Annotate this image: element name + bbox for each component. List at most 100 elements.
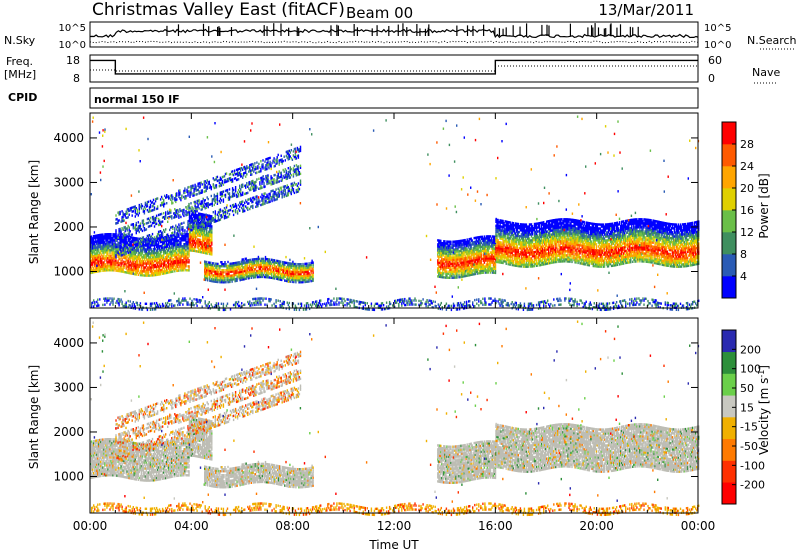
power-cell bbox=[143, 236, 144, 238]
power-cell bbox=[291, 168, 292, 170]
power-cell bbox=[258, 163, 259, 165]
power-cell bbox=[126, 253, 127, 255]
power-cell bbox=[220, 208, 221, 210]
power-cell bbox=[132, 233, 133, 235]
power-cell bbox=[215, 210, 216, 212]
nave-label: Nave bbox=[752, 66, 780, 79]
power-cell bbox=[247, 207, 248, 209]
power-cell bbox=[198, 199, 199, 201]
power-cell bbox=[216, 184, 217, 186]
power-cell bbox=[137, 209, 138, 211]
cpid-panel: CPID normal 150 IF bbox=[8, 88, 698, 108]
power-cell bbox=[290, 151, 291, 153]
power-cell bbox=[133, 223, 134, 225]
power-cell bbox=[256, 178, 257, 180]
power-cell bbox=[119, 211, 120, 213]
power-cell bbox=[218, 215, 219, 217]
power-cell bbox=[202, 189, 203, 191]
power-cell bbox=[174, 227, 175, 229]
power-cell bbox=[269, 157, 270, 159]
power-cell bbox=[300, 173, 301, 175]
power-cell bbox=[259, 181, 260, 183]
power-cell bbox=[254, 162, 255, 164]
power-cell bbox=[242, 192, 243, 194]
power-cell bbox=[268, 167, 269, 169]
power-cell bbox=[232, 170, 233, 172]
power-cell bbox=[193, 220, 194, 222]
power-cell bbox=[186, 231, 187, 233]
power-cell bbox=[269, 161, 270, 163]
power-cell bbox=[126, 217, 127, 219]
power-cell bbox=[121, 254, 122, 256]
power-cell bbox=[269, 258, 270, 260]
power-cell bbox=[233, 189, 234, 191]
power-cell bbox=[225, 194, 226, 196]
power-cell bbox=[246, 182, 247, 184]
nsearch-tick-top: 10^5 bbox=[704, 23, 731, 34]
power-cell bbox=[239, 206, 240, 208]
power-cell bbox=[211, 195, 212, 197]
power-cell bbox=[238, 178, 239, 180]
power-cell bbox=[232, 178, 233, 180]
power-cell bbox=[260, 168, 261, 170]
power-cell bbox=[262, 159, 263, 161]
power-cell bbox=[152, 233, 153, 235]
power-cell bbox=[121, 233, 122, 235]
power-cell bbox=[136, 222, 137, 224]
power-cell bbox=[210, 216, 211, 218]
beam-label: Beam 00 bbox=[346, 4, 413, 22]
power-cell bbox=[123, 219, 124, 221]
power-cell bbox=[273, 178, 274, 180]
power-cell bbox=[226, 172, 227, 174]
power-cell bbox=[154, 202, 155, 204]
power-cell bbox=[176, 198, 177, 200]
power-cell bbox=[300, 180, 301, 182]
power-cell bbox=[211, 215, 212, 217]
power-cell bbox=[188, 186, 189, 188]
power-cell bbox=[264, 192, 265, 194]
power-cell bbox=[293, 184, 294, 186]
power-cell bbox=[300, 146, 301, 148]
nsky-trace bbox=[90, 30, 698, 38]
nsky-tick-top: 10^5 bbox=[59, 23, 86, 34]
power-cells bbox=[90, 116, 699, 312]
power-cell bbox=[154, 206, 155, 208]
power-cell bbox=[233, 214, 234, 216]
power-cell bbox=[245, 176, 246, 178]
power-cell bbox=[264, 185, 265, 187]
power-cell bbox=[221, 199, 222, 201]
power-cell bbox=[278, 173, 279, 175]
power-cell bbox=[256, 171, 257, 173]
freq-frame bbox=[90, 55, 698, 82]
power-cell bbox=[122, 248, 123, 250]
power-cell bbox=[193, 211, 194, 213]
power-cell bbox=[146, 228, 147, 230]
power-cell bbox=[192, 224, 193, 226]
power-cell bbox=[293, 188, 294, 190]
power-cell bbox=[153, 199, 154, 201]
power-cell bbox=[136, 247, 137, 249]
power-cell bbox=[298, 182, 299, 184]
power-cell bbox=[293, 173, 294, 175]
cpid-label: CPID bbox=[8, 91, 37, 104]
power-cell bbox=[162, 220, 163, 222]
power-cell bbox=[267, 174, 268, 176]
power-cell bbox=[198, 207, 199, 209]
power-cell bbox=[117, 245, 118, 247]
power-cell bbox=[206, 182, 207, 184]
power-cell bbox=[274, 259, 275, 261]
nsearch-trace bbox=[90, 41, 698, 42]
power-cell bbox=[183, 209, 184, 211]
power-cell bbox=[243, 204, 244, 206]
nsearch-tick-bottom: 10^0 bbox=[704, 40, 731, 51]
power-cell bbox=[281, 187, 282, 189]
power-cell bbox=[150, 217, 151, 219]
power-cell bbox=[154, 225, 155, 227]
nsky-panel: N.Sky 10^5 10^0 10^5 10^0 N.Search bbox=[4, 22, 797, 51]
power-cell bbox=[204, 220, 205, 222]
power-cell bbox=[296, 157, 297, 159]
power-cell bbox=[130, 230, 131, 232]
power-cell bbox=[293, 150, 294, 152]
power-cell bbox=[229, 188, 230, 190]
power-cell bbox=[160, 240, 161, 242]
